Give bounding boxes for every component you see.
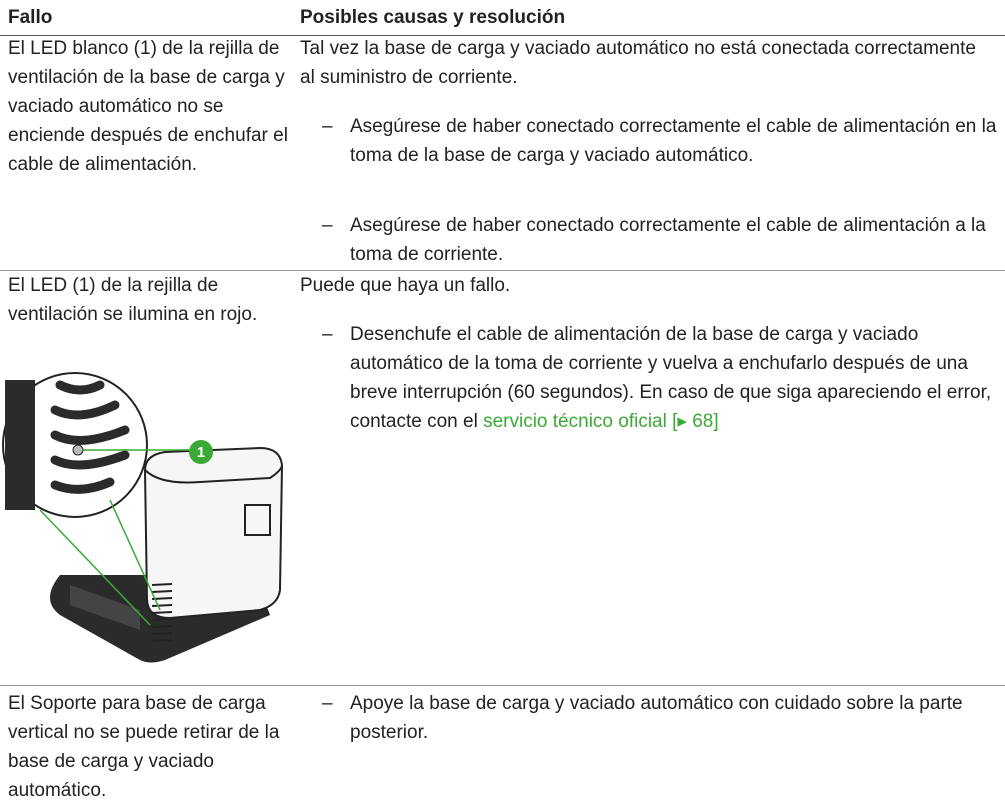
callout-label: 1 <box>197 444 205 461</box>
step-text: Asegúrese de haber conectado correctamen… <box>350 215 986 265</box>
base-detail <box>70 585 140 630</box>
tower-top <box>144 464 283 484</box>
row-rule <box>0 685 1005 686</box>
step-text: Desenchufe el cable de alimentación de l… <box>350 324 992 432</box>
tower-handle <box>244 504 271 536</box>
step-text: Apoye la base de carga y vaciado automát… <box>350 693 963 743</box>
zoom-line <box>109 499 161 611</box>
cause-text: Puede que haya un fallo. <box>300 275 511 296</box>
led <box>72 444 84 456</box>
zoom-line <box>39 509 151 626</box>
fault-text: El LED blanco (1) de la rejilla de venti… <box>8 38 288 175</box>
bullet: – <box>322 116 333 137</box>
link[interactable]: servicio técnico oficial <box>483 411 667 432</box>
bullet: – <box>322 693 333 714</box>
page-ref[interactable]: [▸ 68] <box>672 411 719 432</box>
step: – Apoye la base de carga y vaciado automá… <box>322 689 1005 747</box>
illustration: 1 <box>2 372 284 663</box>
header-cell: Posibles causas y resolución <box>300 7 566 28</box>
step: – Desenchufe el cable de alimentación de … <box>322 320 1005 436</box>
step: – Asegúrese de haber conectado correctame… <box>322 112 1005 170</box>
step: – Asegúrese de haber conectado correctame… <box>322 211 1005 269</box>
fault-text: El LED (1) de la rejilla de ventilación … <box>8 275 258 325</box>
fault-text: El Soporte para base de carga vertical n… <box>8 693 280 801</box>
zoom-edge <box>5 380 35 510</box>
zoom-vents <box>50 380 130 494</box>
callout-badge <box>189 440 213 464</box>
bullet: – <box>322 215 333 236</box>
bullet: – <box>322 324 333 345</box>
header-cell: Fallo <box>8 7 53 28</box>
cause-text: Tal vez la base de carga y vaciado autom… <box>300 38 976 88</box>
row-rule <box>0 270 1005 271</box>
header-rule <box>0 35 1005 36</box>
tower <box>143 446 284 620</box>
vent <box>151 583 173 642</box>
step-text: Asegúrese de haber conectado correctamen… <box>350 116 997 166</box>
